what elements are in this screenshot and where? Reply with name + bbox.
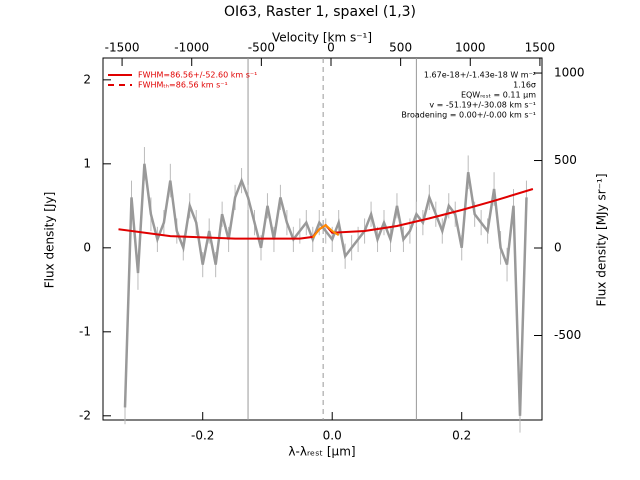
legend-label: FWHMₜₕ=86.56 km s⁻¹ bbox=[138, 81, 228, 90]
x-tick-label: -0.2 bbox=[191, 429, 214, 443]
x2-tick-label: -1000 bbox=[174, 41, 209, 55]
x2-tick-label: 0 bbox=[327, 41, 335, 55]
chart-title: OI63, Raster 1, spaxel (1,3) bbox=[224, 4, 416, 20]
plot-frame bbox=[102, 57, 543, 421]
y-axis-label: Flux density [Jy] bbox=[43, 192, 57, 289]
annotation: v = -51.19+/-30.08 km s⁻¹ bbox=[429, 101, 536, 110]
y2-tick-label: 500 bbox=[554, 153, 577, 167]
x2-tick-label: 1000 bbox=[455, 41, 486, 55]
y-tick-label: 1 bbox=[83, 156, 91, 170]
y-tick-label: -2 bbox=[79, 408, 91, 422]
y-tick-label: -1 bbox=[79, 324, 91, 338]
x2-tick-label: -1500 bbox=[105, 41, 140, 55]
x2-tick-label: 1500 bbox=[525, 41, 556, 55]
x-axis-label: λ-λᵣₑₛₜ [μm] bbox=[288, 445, 355, 459]
x-tick-label: 0.0 bbox=[323, 429, 342, 443]
annotation: 1.67e-18+/-1.43e-18 W m⁻² bbox=[424, 71, 536, 80]
legend-label: FWHM=86.56+/-52.60 km s⁻¹ bbox=[138, 71, 257, 80]
y2-tick-label: 1000 bbox=[554, 66, 585, 80]
y-tick-label: 0 bbox=[83, 240, 91, 254]
series-line bbox=[123, 163, 528, 416]
annotation: EQWᵣₑₛₜ = 0.11 μm bbox=[461, 91, 536, 100]
x2-axis-label: Velocity [km s⁻¹] bbox=[272, 31, 372, 45]
x2-tick-label: -500 bbox=[248, 41, 275, 55]
y2-axis-label: Flux density [MJy sr⁻¹] bbox=[595, 173, 609, 306]
y2-tick-label: -500 bbox=[554, 328, 581, 342]
y2-tick-label: 0 bbox=[554, 241, 562, 255]
annotation: Broadening = 0.00+/-0.00 km s⁻¹ bbox=[401, 111, 536, 120]
y-tick-label: 2 bbox=[83, 72, 91, 86]
series-line bbox=[312, 223, 340, 239]
x2-tick-label: 500 bbox=[389, 41, 412, 55]
annotation: 1.16σ bbox=[513, 81, 536, 90]
x-tick-label: 0.2 bbox=[452, 429, 471, 443]
